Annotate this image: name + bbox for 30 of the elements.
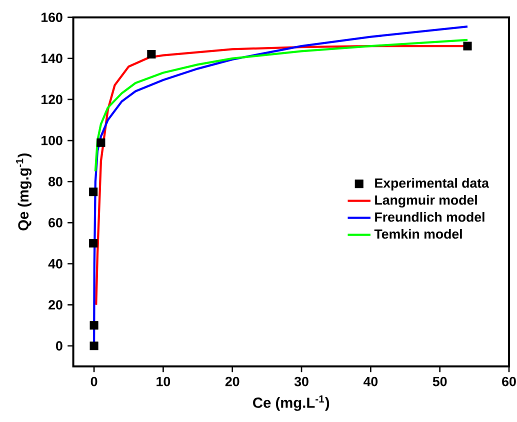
point (89, 238, 98, 248)
y-tick-label: 120 (42, 94, 62, 104)
point (90, 320, 98, 330)
legend-label: Temkin model (374, 228, 462, 239)
point (463, 42, 472, 50)
point (89, 187, 98, 196)
y-tick-label: 160 (42, 12, 62, 22)
x-tick-label: 30 (294, 376, 308, 386)
legend-label: Experimental data (375, 178, 490, 190)
point (96, 138, 106, 147)
y-axis-title: Qe (mg.g$^{-1}$) (16, 153, 32, 230)
line-series (94, 38, 469, 172)
y-tick-label: 20 (48, 300, 62, 310)
y-tick-label: 80 (48, 176, 62, 186)
x-axis-title: Ce (mg.L$^{-1}$) (253, 395, 330, 411)
x-tick-label: 20 (225, 376, 240, 386)
y-tick-label: 100 (42, 136, 62, 146)
x-tick-label: 10 (156, 376, 170, 386)
x-tick-label: 50 (432, 376, 447, 386)
x-tick-label: 40 (363, 376, 378, 386)
x-tick-label: 0 (90, 376, 98, 386)
legend-label: Langmuir model (375, 194, 477, 208)
y-tick-label: 140 (42, 53, 62, 63)
y-tick-label: 0 (56, 340, 62, 350)
legend-label: Freundlich model (375, 212, 484, 222)
y-tick-label: 40 (48, 258, 62, 268)
point (147, 50, 156, 58)
point (90, 341, 98, 350)
x-tick-label: 60 (502, 376, 516, 386)
y-tick-label: 60 (48, 218, 62, 228)
